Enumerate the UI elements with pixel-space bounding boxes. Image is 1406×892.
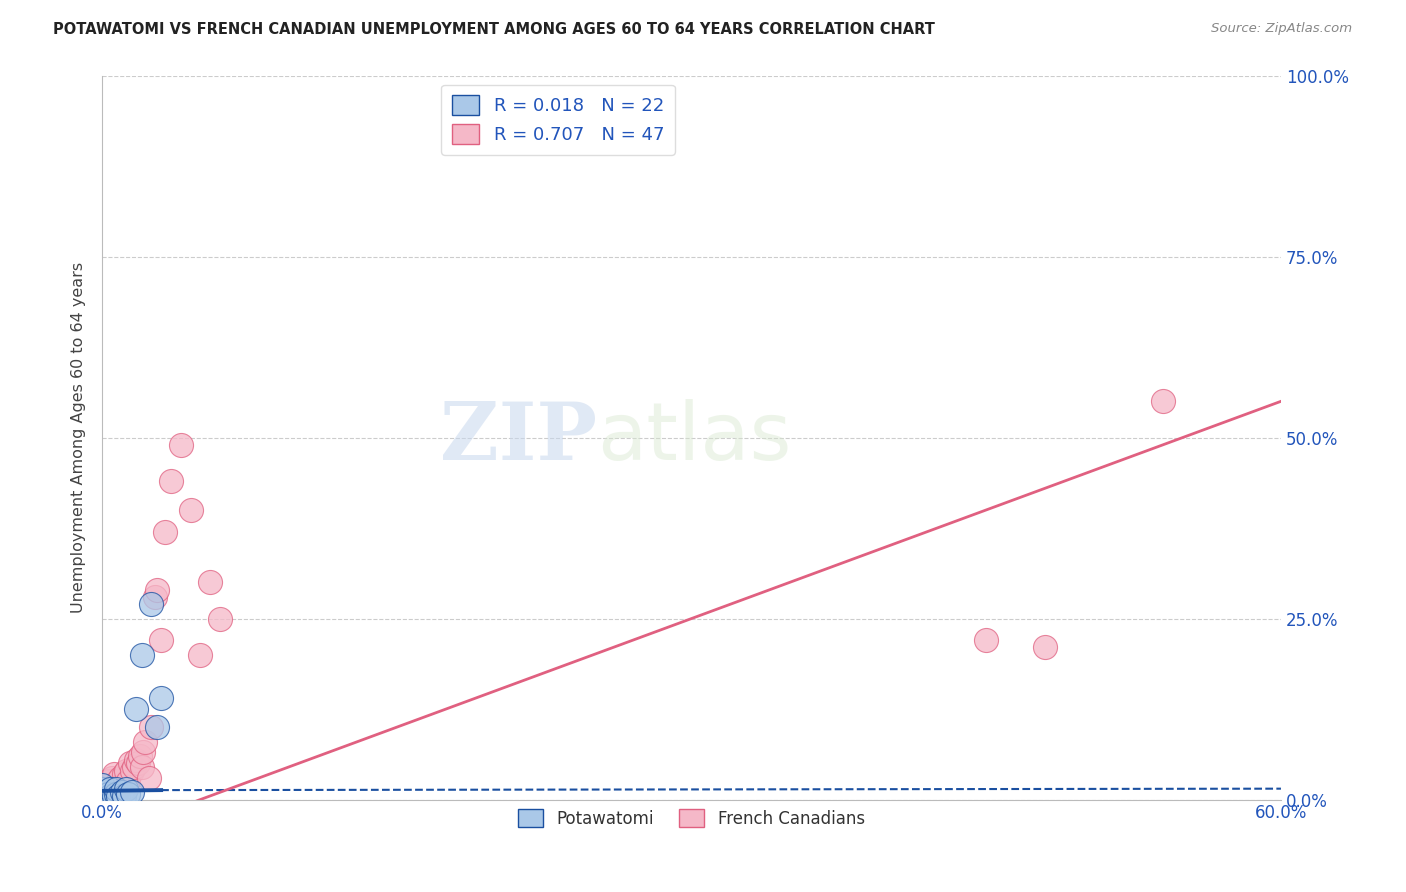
Point — [107, 789, 129, 803]
Point — [101, 778, 124, 792]
Point — [180, 503, 202, 517]
Point — [121, 764, 143, 778]
Point — [124, 702, 146, 716]
Point — [98, 781, 121, 796]
Point — [131, 648, 153, 662]
Point — [112, 767, 135, 781]
Point — [93, 781, 115, 796]
Point — [117, 774, 139, 789]
Point — [94, 785, 117, 799]
Point — [91, 792, 114, 806]
Point — [134, 734, 156, 748]
Point — [209, 611, 232, 625]
Point — [91, 792, 114, 806]
Text: ZIP: ZIP — [440, 399, 598, 476]
Point — [97, 787, 120, 801]
Point — [141, 597, 163, 611]
Text: atlas: atlas — [598, 399, 792, 476]
Point — [132, 746, 155, 760]
Point — [114, 764, 136, 778]
Point — [98, 774, 121, 789]
Point — [112, 789, 135, 803]
Point — [108, 771, 131, 785]
Point — [104, 781, 127, 796]
Legend: Potawatomi, French Canadians: Potawatomi, French Canadians — [512, 803, 872, 835]
Point — [128, 749, 150, 764]
Point — [107, 774, 129, 789]
Point — [91, 781, 114, 796]
Point — [160, 474, 183, 488]
Point — [103, 789, 125, 803]
Text: Source: ZipAtlas.com: Source: ZipAtlas.com — [1212, 22, 1353, 36]
Point — [91, 789, 114, 803]
Point — [170, 438, 193, 452]
Point — [122, 760, 145, 774]
Point — [101, 771, 124, 785]
Point — [97, 785, 120, 799]
Point — [103, 767, 125, 781]
Point — [111, 778, 134, 792]
Point — [94, 778, 117, 792]
Point — [118, 756, 141, 771]
Point — [146, 582, 169, 597]
Point — [146, 720, 169, 734]
Text: POTAWATOMI VS FRENCH CANADIAN UNEMPLOYMENT AMONG AGES 60 TO 64 YEARS CORRELATION: POTAWATOMI VS FRENCH CANADIAN UNEMPLOYME… — [53, 22, 935, 37]
Point — [153, 524, 176, 539]
Point — [114, 781, 136, 796]
Point — [111, 785, 134, 799]
Point — [104, 787, 127, 801]
Point — [1033, 640, 1056, 655]
Point — [97, 792, 120, 806]
Y-axis label: Unemployment Among Ages 60 to 64 years: Unemployment Among Ages 60 to 64 years — [72, 262, 86, 613]
Point — [1152, 394, 1174, 409]
Point — [98, 781, 121, 796]
Point — [91, 785, 114, 799]
Point — [103, 781, 125, 796]
Point — [98, 789, 121, 803]
Point — [91, 785, 114, 799]
Point — [91, 778, 114, 792]
Point — [117, 787, 139, 801]
Point — [150, 691, 173, 706]
Point — [91, 789, 114, 803]
Point — [138, 771, 160, 785]
Point — [200, 575, 222, 590]
Point — [974, 633, 997, 648]
Point — [104, 778, 127, 792]
Point — [131, 760, 153, 774]
Point — [124, 753, 146, 767]
Point — [143, 590, 166, 604]
Point — [93, 789, 115, 803]
Point — [97, 774, 120, 789]
Point — [190, 648, 212, 662]
Point — [121, 785, 143, 799]
Point — [150, 633, 173, 648]
Point — [127, 756, 149, 771]
Point — [141, 720, 163, 734]
